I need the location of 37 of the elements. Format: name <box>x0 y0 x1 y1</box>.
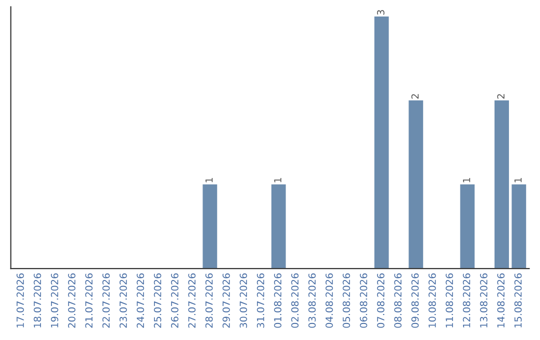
data-label: 3 <box>377 10 384 15</box>
x-tick-label: 24.07.2026 <box>136 273 144 328</box>
x-tick-label: 19.07.2026 <box>50 273 58 328</box>
x-tick-label: 20.07.2026 <box>68 273 76 328</box>
x-tick-label: 27.07.2026 <box>188 273 196 328</box>
x-tick-label: 13.08.2026 <box>480 273 488 328</box>
x-tick-label: 01.08.2026 <box>274 273 282 328</box>
x-tick-label: 25.07.2026 <box>154 273 162 328</box>
x-tick-label: 23.07.2026 <box>120 273 127 328</box>
data-label: 1 <box>274 178 282 182</box>
x-tick-label: 30.07.2026 <box>240 273 248 328</box>
x-tick-label: 09.08.2026 <box>411 273 419 328</box>
x-tick-label: 26.07.2026 <box>171 273 178 328</box>
x-tick-label: 29.07.2026 <box>222 273 230 328</box>
x-tick-label: 12.08.2026 <box>462 273 470 328</box>
x-tick-label: 18.07.2026 <box>34 273 42 328</box>
x-tick-label: 05.08.2026 <box>342 273 350 328</box>
x-tick-label: 07.08.2026 <box>377 273 384 328</box>
x-tick-label: 21.07.2026 <box>85 273 93 328</box>
data-label: 2 <box>497 94 504 99</box>
x-tick-label: 31.07.2026 <box>256 273 264 328</box>
x-tick-label: 03.08.2026 <box>308 273 316 328</box>
x-tick-label: 17.07.2026 <box>16 273 24 328</box>
x-tick-label: 06.08.2026 <box>360 273 368 328</box>
x-tick-label: 22.07.2026 <box>102 273 110 328</box>
x-tick-label: 10.08.2026 <box>428 273 436 328</box>
data-label: 1 <box>206 178 213 182</box>
x-tick-label: 08.08.2026 <box>394 273 402 328</box>
x-tick-label: 15.08.2026 <box>514 273 522 328</box>
x-tick-label: 02.08.2026 <box>291 273 299 328</box>
data-label: 1 <box>514 178 522 182</box>
x-tick-label: 04.08.2026 <box>326 273 333 328</box>
x-tick-label: 14.08.2026 <box>497 273 505 328</box>
data-label: 2 <box>411 94 419 99</box>
data-label: 1 <box>463 178 470 182</box>
x-tick-label: 28.07.2026 <box>205 273 213 328</box>
x-tick-label: 11.08.2026 <box>446 273 454 328</box>
